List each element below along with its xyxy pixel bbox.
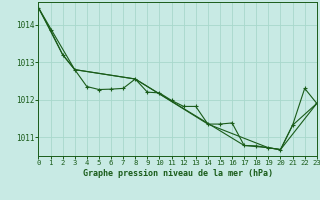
X-axis label: Graphe pression niveau de la mer (hPa): Graphe pression niveau de la mer (hPa) bbox=[83, 169, 273, 178]
